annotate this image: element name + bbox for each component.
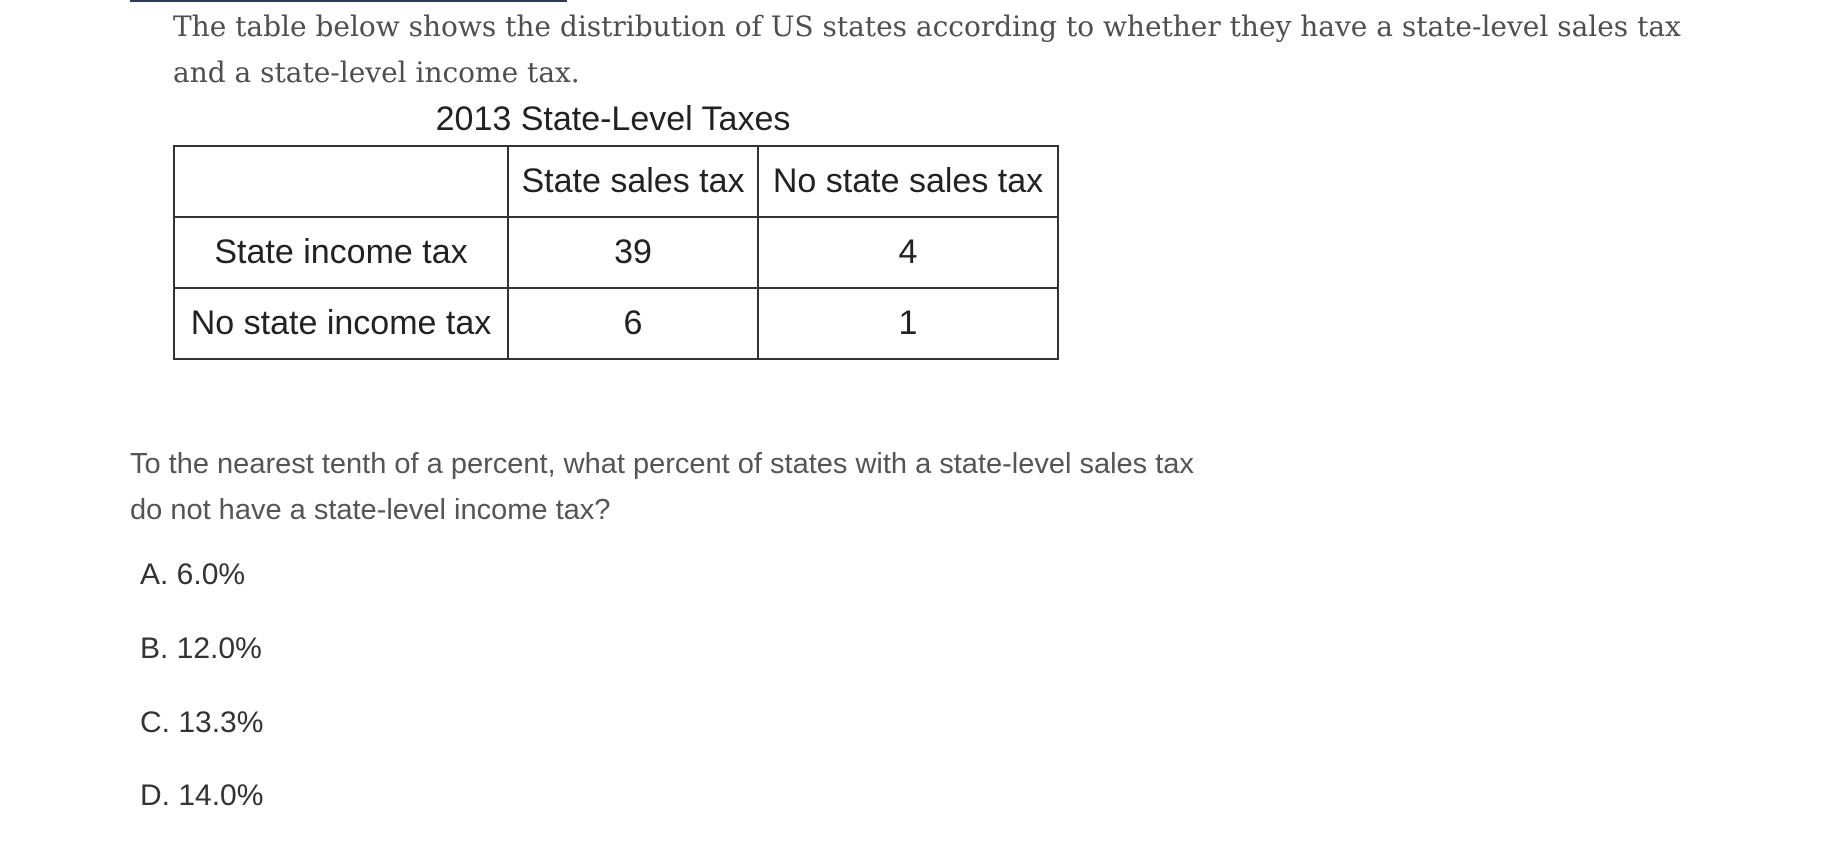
table-header-row: State sales tax No state sales tax bbox=[173, 145, 1059, 218]
table-cell: 4 bbox=[757, 216, 1059, 289]
answer-option-b[interactable]: B. 12.0% bbox=[140, 632, 262, 665]
question-text: To the nearest tenth of a percent, what … bbox=[130, 448, 1194, 526]
table-row: State income tax 39 4 bbox=[173, 216, 1059, 289]
table-row: No state income tax 6 1 bbox=[173, 287, 1059, 360]
answer-option-d[interactable]: D. 14.0% bbox=[140, 779, 264, 812]
table-title: 2013 State-Level Taxes bbox=[435, 100, 791, 138]
table-header-state-sales-tax: State sales tax bbox=[507, 145, 759, 218]
top-divider bbox=[130, 0, 567, 2]
answer-option-c[interactable]: C. 13.3% bbox=[140, 706, 264, 739]
intro-text: The table below shows the distribution o… bbox=[173, 10, 1681, 89]
state-taxes-table: State sales tax No state sales tax State… bbox=[173, 145, 1059, 360]
table-header-no-state-sales-tax: No state sales tax bbox=[757, 145, 1059, 218]
table-cell: 1 bbox=[757, 287, 1059, 360]
row-label-no-state-income-tax: No state income tax bbox=[173, 287, 509, 360]
answer-option-a[interactable]: A. 6.0% bbox=[140, 558, 246, 591]
table-cell: 39 bbox=[507, 216, 759, 289]
table-header-empty bbox=[173, 145, 509, 218]
table-cell: 6 bbox=[507, 287, 759, 360]
row-label-state-income-tax: State income tax bbox=[173, 216, 509, 289]
